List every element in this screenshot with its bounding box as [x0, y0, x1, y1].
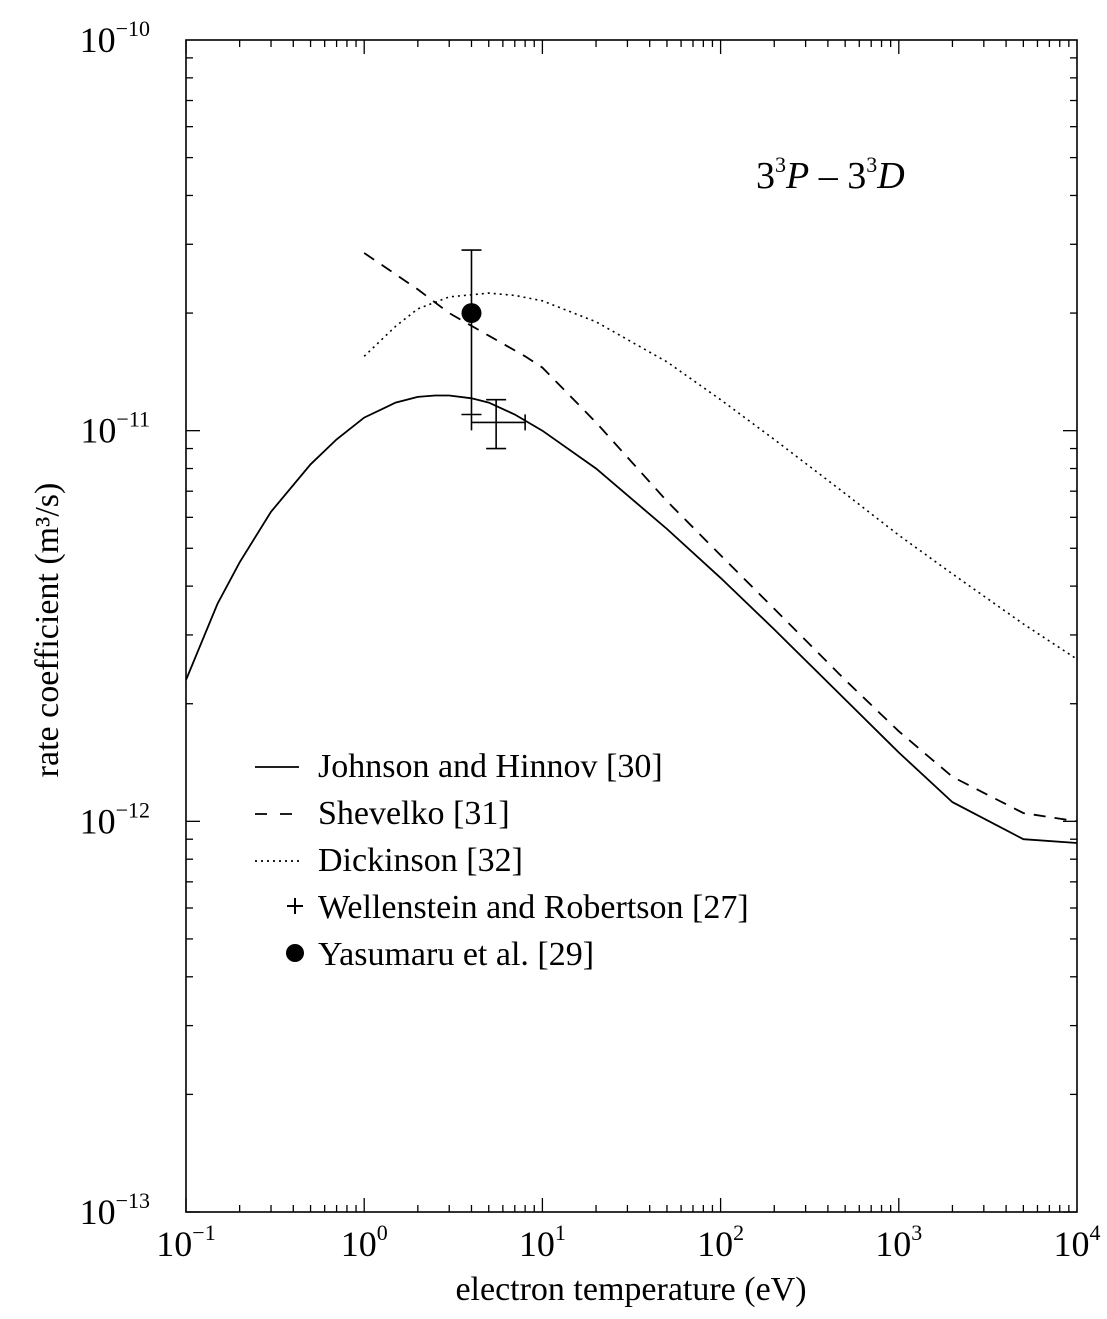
- annot-n1: 3: [756, 155, 775, 197]
- y-tick-label-exp: −12: [116, 797, 150, 822]
- legend-label: Dickinson [32]: [318, 842, 523, 879]
- x-tick-label: 104: [1054, 1220, 1101, 1264]
- series-layer: [185, 249, 1078, 844]
- x-tick-label: 100: [341, 1220, 388, 1264]
- series-line-solid: [185, 394, 1078, 844]
- legend-item: Wellenstein and Robertson [27]: [287, 889, 749, 926]
- annot-p: P: [785, 155, 809, 197]
- legend: Johnson and Hinnov [30] Shevelko [31] Dick…: [255, 748, 749, 973]
- x-tick-label: 103: [875, 1220, 922, 1264]
- legend-item: Dickinson [32]: [255, 842, 523, 879]
- x-tick-label-exp: 0: [377, 1220, 388, 1245]
- x-tick-label-exp: 4: [1090, 1220, 1101, 1245]
- y-tick-label-base: 10: [80, 20, 116, 60]
- x-tick-label-base: 10: [519, 1224, 555, 1264]
- x-axis-label: electron temperature (eV): [455, 1271, 806, 1308]
- annot-n2: 3: [847, 155, 866, 197]
- x-tick-label-exp: 3: [911, 1220, 922, 1245]
- x-tick-label-exp: −1: [192, 1220, 215, 1245]
- x-tick-label-base: 10: [1054, 1224, 1090, 1264]
- annot-d: D: [876, 155, 904, 197]
- y-tick-label: 10−12: [80, 797, 150, 841]
- x-tick-label: 101: [519, 1220, 566, 1264]
- legend-label: Shevelko [31]: [318, 795, 510, 832]
- y-axis-label: rate coefficient (m³/s): [29, 483, 66, 778]
- legend-item: Yasumaru et al. [29]: [286, 936, 594, 973]
- legend-item: Shevelko [31]: [255, 795, 510, 832]
- y-tick-label-base: 10: [80, 1192, 116, 1232]
- y-tick-label-base: 10: [80, 411, 116, 451]
- x-tick-label: 10−1: [156, 1220, 215, 1264]
- y-tick-label-base: 10: [80, 801, 116, 841]
- x-tick-label-base: 10: [156, 1224, 192, 1264]
- y-tick-label-exp: −10: [116, 16, 150, 41]
- annot-sup1: 3: [775, 152, 786, 177]
- legend-label: Yasumaru et al. [29]: [318, 936, 594, 973]
- legend-label: Wellenstein and Robertson [27]: [318, 889, 749, 926]
- transition-annotation: 33P – 33D: [756, 152, 905, 197]
- legend-swatch-dot: [286, 944, 304, 962]
- y-tick-label: 10−13: [80, 1188, 150, 1232]
- x-tick-label-base: 10: [697, 1224, 733, 1264]
- y-tick-label: 10−11: [80, 407, 150, 451]
- annot-dash: –: [809, 155, 847, 197]
- plot-border: [185, 39, 1078, 1213]
- y-tick-label-exp: −11: [116, 407, 150, 432]
- x-tick-label: 102: [697, 1220, 744, 1264]
- plot-frame: [185, 39, 1078, 1213]
- data-point: [461, 303, 482, 324]
- annot-sup2: 3: [866, 152, 877, 177]
- x-tick-label-exp: 2: [733, 1220, 744, 1245]
- x-tick-label-base: 10: [341, 1224, 377, 1264]
- series-line-dotted: [363, 292, 1078, 660]
- x-tick-label-exp: 1: [555, 1220, 566, 1245]
- y-tick-label-exp: −13: [116, 1188, 150, 1213]
- legend-label: Johnson and Hinnov [30]: [318, 748, 663, 785]
- x-tick-label-base: 10: [875, 1224, 911, 1264]
- legend-item: Johnson and Hinnov [30]: [255, 748, 663, 785]
- y-tick-label: 10−10: [80, 16, 150, 60]
- axis-ticks: [185, 40, 1077, 1213]
